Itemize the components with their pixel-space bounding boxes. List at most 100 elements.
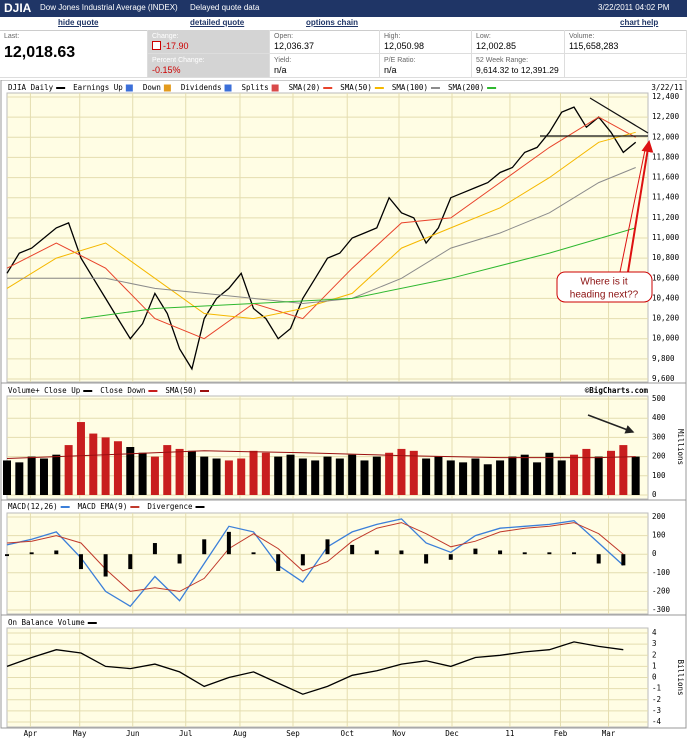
y-tick-label: -2 (652, 695, 661, 704)
quote-label: P/E Ratio: (384, 57, 416, 64)
bar (323, 456, 332, 495)
legend-label: SMA(50) (165, 386, 197, 395)
x-tick-label: Sep (286, 729, 300, 738)
bar (251, 552, 256, 555)
y-tick-label: 100 (652, 531, 666, 540)
y-tick-label: 11,400 (652, 193, 680, 202)
bar (212, 458, 221, 495)
quote-label: 52 Week Range: (476, 57, 529, 64)
bar (200, 456, 209, 495)
bar (496, 460, 505, 495)
link[interactable]: chart help (620, 18, 659, 27)
legend-label: Splits (242, 83, 269, 92)
y-tick-label: 11,600 (652, 173, 680, 182)
bar (76, 422, 85, 495)
legend-label: On Balance Volume (8, 618, 85, 627)
quote-cell-row: -17.90 (152, 41, 265, 51)
y-tick-label: -1 (652, 684, 661, 693)
y-tick-label: 300 (652, 432, 666, 441)
y-tick-label: 11,800 (652, 152, 680, 161)
link-row: hide quote detailed quote options chain … (0, 17, 687, 31)
bar (397, 448, 406, 495)
y-tick-label: 2 (652, 650, 657, 659)
y-tick-label: -4 (652, 717, 662, 726)
series-line (6, 116, 636, 340)
quote-label: High: (384, 33, 401, 40)
x-tick-label: May (73, 729, 87, 738)
bar (128, 554, 133, 570)
chart: 12,400 12,200 12,000 11,800 11,600 11,400 11,2… (0, 80, 687, 738)
bar (446, 460, 455, 495)
quote-cell: Change: -17.90 (148, 30, 270, 54)
bar (113, 441, 122, 495)
series-line (6, 522, 624, 592)
quote-value: n/a (274, 65, 287, 75)
y-tick-label: 10,400 (652, 293, 680, 302)
bar (52, 454, 61, 495)
bar (570, 454, 579, 495)
bar (152, 543, 157, 555)
series-line (6, 641, 624, 695)
bar (619, 445, 628, 495)
y-tick-label: 11,000 (652, 233, 680, 242)
bar (54, 550, 59, 555)
bar (594, 456, 603, 495)
bar (399, 550, 404, 555)
y-tick-label: 500 (652, 394, 666, 403)
x-tick-label: 11 (505, 729, 514, 738)
callout (556, 271, 653, 303)
bar (582, 448, 591, 495)
chart-date: 3/22/11 (651, 83, 683, 92)
bar (596, 554, 601, 564)
x-tick-label: Dec (445, 729, 459, 738)
bar (434, 456, 443, 495)
quote-cell: Percent Change: -0.15% (148, 54, 270, 78)
bar (374, 550, 379, 555)
quote-label: Low: (476, 33, 491, 40)
x-tick-label: Aug (233, 729, 247, 738)
y-tick-label: 4 (652, 628, 657, 637)
quote-label: Yield: (274, 57, 292, 64)
bar (3, 460, 11, 495)
y-tick-label: -200 (652, 586, 671, 595)
bar (473, 548, 478, 555)
bar (103, 554, 108, 577)
legend-label: Dividends (181, 83, 222, 92)
bar (607, 450, 616, 495)
legend-label: MACD(12,26) (8, 502, 58, 511)
link[interactable]: hide quote (58, 18, 99, 27)
chart-root: 12,400 12,200 12,000 11,800 11,600 11,400 11,2… (0, 80, 687, 738)
quote-cell: High: 12,050.98 (380, 30, 472, 54)
bar (138, 452, 147, 495)
y-tick-label: 1 (652, 661, 657, 670)
quote-value: -0.15% (152, 65, 181, 75)
y-tick-label: 200 (652, 512, 666, 521)
bar (78, 554, 83, 570)
y-axis-label: Millions (676, 429, 685, 465)
bar (311, 460, 320, 495)
bar (557, 460, 566, 495)
quote-cell: P/E Ratio: n/a (380, 54, 472, 78)
x-tick-label: Jun (126, 729, 140, 738)
series-line (6, 450, 636, 459)
quote-label: Change: (152, 33, 179, 40)
legend-label: Down (143, 83, 161, 92)
quote-value: 12,002.85 (476, 41, 517, 51)
quote-label: Open: (274, 33, 294, 40)
bar (424, 554, 429, 564)
quote-value: 12,036.37 (274, 41, 315, 51)
x-tick-label: Oct (340, 729, 354, 738)
link[interactable]: detailed quote (190, 18, 245, 27)
trend-line (589, 97, 649, 134)
y-tick-label: -100 (652, 568, 671, 577)
title-bar: DJIA Dow Jones Industrial Average (INDEX… (0, 0, 687, 17)
link[interactable]: options chain (306, 18, 358, 27)
bar (5, 554, 9, 557)
legend-label: Earnings Up (73, 83, 123, 92)
legend-icon (224, 84, 232, 92)
bar (286, 454, 295, 495)
bar (237, 458, 246, 495)
index-name: Dow Jones Industrial Average (INDEX) (40, 3, 178, 12)
quote-label: Last: (4, 33, 20, 40)
y-tick-label: 10,200 (652, 314, 680, 323)
